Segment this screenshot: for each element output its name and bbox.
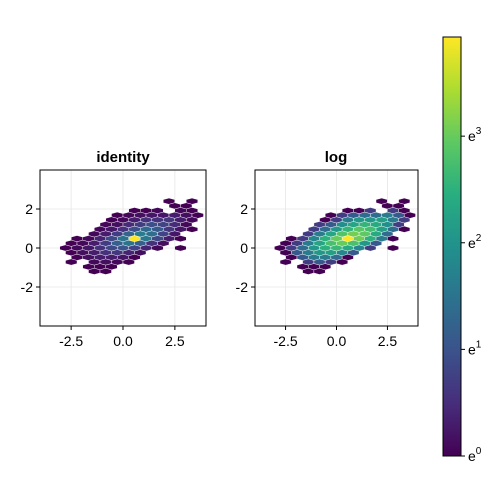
y-tick-label: -2 bbox=[21, 279, 34, 295]
y-tick-label: 0 bbox=[240, 240, 248, 256]
hex-bin bbox=[336, 258, 348, 266]
hex-bin bbox=[186, 225, 198, 233]
hex-bin bbox=[174, 244, 187, 252]
colorbar-tick-label: e3 bbox=[468, 126, 482, 144]
hex-bin bbox=[122, 258, 135, 266]
x-tick-label: 0.0 bbox=[113, 333, 133, 349]
panel-title-log: log bbox=[325, 149, 348, 166]
hex-bin bbox=[99, 268, 112, 275]
hexes-identity bbox=[59, 197, 204, 275]
x-tick-label: -2.5 bbox=[59, 333, 83, 349]
hex-bin bbox=[88, 268, 101, 275]
hex-bin bbox=[387, 244, 399, 252]
y-tick-label: -2 bbox=[236, 279, 249, 295]
hex-bin bbox=[174, 235, 187, 242]
colorbar-gradient bbox=[442, 36, 462, 457]
hex-bin bbox=[302, 268, 315, 275]
panel-log: log -2.5 0.0 2.5 -2 0 2 bbox=[236, 149, 419, 349]
yticks-log: -2 0 2 bbox=[236, 201, 255, 295]
yticks-identity: -2 0 2 bbox=[21, 201, 40, 295]
colorbar-tick-label: e1 bbox=[468, 339, 482, 357]
colorbar: e0 e1 e2 e3 bbox=[442, 36, 482, 464]
panel-identity: identity -2.5 0.0 2.5 -2 0 2 bbox=[21, 149, 207, 349]
hex-bin bbox=[65, 258, 78, 266]
y-tick-label: 2 bbox=[240, 201, 248, 217]
xticks-log: -2.5 0.0 2.5 bbox=[274, 326, 398, 349]
x-tick-label: -2.5 bbox=[274, 333, 298, 349]
colorbar-ticks: e0 e1 e2 e3 bbox=[461, 126, 482, 464]
colorbar-tick-label: e2 bbox=[468, 233, 482, 251]
hex-bin bbox=[151, 244, 164, 252]
hex-bin bbox=[279, 258, 292, 266]
hex-bin bbox=[364, 244, 377, 252]
hex-bin bbox=[398, 225, 411, 233]
hex-bin bbox=[387, 235, 399, 242]
x-tick-label: 0.0 bbox=[327, 333, 347, 349]
xticks-identity: -2.5 0.0 2.5 bbox=[59, 326, 185, 349]
x-tick-label: 2.5 bbox=[378, 333, 398, 349]
colorbar-tick-label: e0 bbox=[468, 446, 482, 464]
y-tick-label: 2 bbox=[25, 201, 33, 217]
x-tick-label: 2.5 bbox=[165, 333, 185, 349]
panel-title-identity: identity bbox=[96, 149, 150, 166]
hexes-log bbox=[274, 197, 416, 275]
y-tick-label: 0 bbox=[25, 240, 33, 256]
hex-bin bbox=[313, 268, 326, 275]
